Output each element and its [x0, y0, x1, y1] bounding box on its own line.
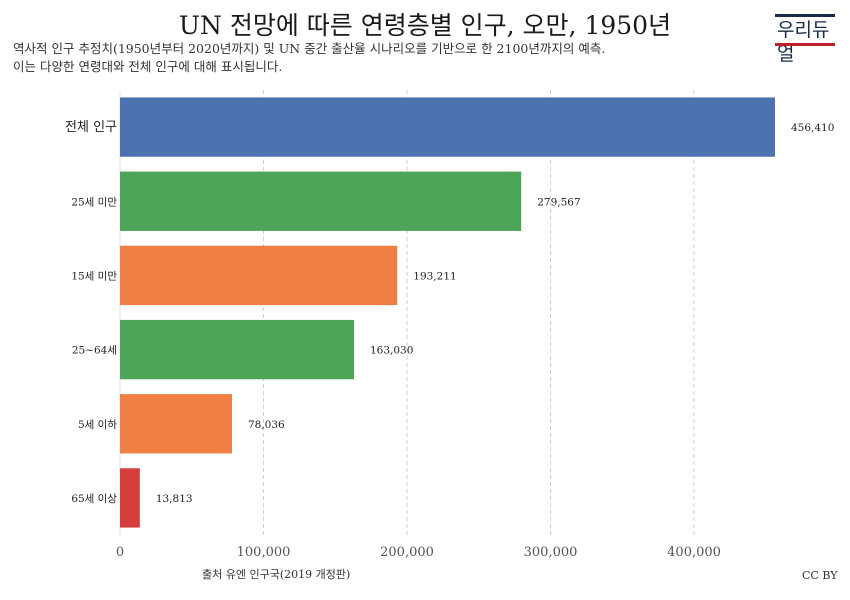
- chart-subtitle: 역사적 인구 추정치(1950년부터 2020년까지) 및 UN 중간 출산율 …: [13, 40, 605, 76]
- category-labels: 전체 인구 25세 미만 15세 미만 25~64세 5세 이하 65세 이상: [65, 120, 117, 505]
- bar: [120, 394, 232, 454]
- bar: [120, 468, 140, 528]
- category-label: 65세 이상: [71, 493, 117, 505]
- bar: [120, 319, 354, 380]
- x-tick-label: 0: [116, 545, 124, 560]
- logo-bottom-bar: [775, 43, 835, 46]
- subtitle-line-1: 역사적 인구 추정치(1950년부터 2020년까지) 및 UN 중간 출산율 …: [13, 41, 606, 56]
- logo-text: 우리듀얼: [777, 19, 830, 65]
- value-label: 193,211: [413, 270, 456, 282]
- value-labels: 456,410 279,567 193,211 163,030 78,036 13,813: [156, 122, 835, 505]
- x-tick-labels: 0 100,000 200,000 300,000 400,000: [116, 545, 721, 560]
- x-tick-label: 400,000: [667, 545, 721, 560]
- logo-top-bar: [775, 14, 835, 17]
- brand-logo: 우리듀얼: [775, 14, 835, 65]
- value-label: 279,567: [537, 196, 580, 208]
- value-label: 163,030: [370, 345, 413, 357]
- value-label: 13,813: [156, 493, 193, 505]
- bar: [120, 171, 522, 231]
- category-label: 5세 이하: [78, 418, 117, 431]
- category-label: 전체 인구: [65, 120, 117, 135]
- bar: [120, 97, 775, 157]
- x-tick-label: 300,000: [524, 545, 578, 560]
- category-label: 25세 미만: [71, 196, 117, 208]
- bars: [120, 97, 775, 528]
- category-label: 15세 미만: [71, 270, 117, 282]
- category-label: 25~64세: [72, 345, 117, 357]
- bar: [120, 245, 398, 306]
- x-tick-label: 200,000: [380, 545, 434, 560]
- chart-title: UN 전망에 따른 연령층별 인구, 오만, 1950년: [178, 11, 672, 40]
- grid-lines: [119, 90, 695, 535]
- subtitle-line-2: 이는 다양한 연령대와 전체 인구에 대해 표시됩니다.: [13, 59, 283, 74]
- x-tick-label: 100,000: [237, 545, 291, 560]
- value-label: 456,410: [791, 122, 834, 134]
- license-note: CC BY: [802, 569, 838, 582]
- source-note: 출처 유엔 인구국(2019 개정판): [202, 568, 351, 581]
- value-label: 78,036: [248, 419, 285, 431]
